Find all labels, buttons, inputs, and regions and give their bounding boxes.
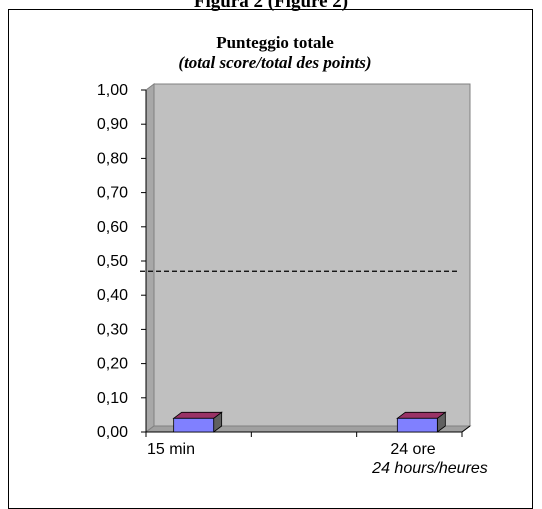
x-axis-end [461,425,471,433]
y-tick-label: 0,70 [97,185,128,202]
y-tick-label: 0,10 [97,390,128,407]
x-category-label: 24 ore [390,441,435,458]
x-category-sublabel: 24 hours/heures [371,460,488,477]
bar-top [172,411,223,419]
bar-top [396,411,447,419]
chart-title: Punteggio totale [216,33,334,52]
y-tick-label: 0,50 [97,253,128,270]
y-tick-label: 0,30 [97,321,128,338]
bar [396,417,438,433]
plot-back-wall [153,83,471,427]
bar [173,417,215,433]
y-tick-label: 0,20 [97,356,128,373]
y-tick-label: 0,00 [97,424,128,441]
y-tick-label: 0,60 [97,219,128,236]
bar-chart: Punteggio totale (total score/total des … [97,33,488,477]
plot-side-wall [145,83,155,433]
y-tick-label: 0,90 [97,116,128,133]
y-tick-label: 1,00 [97,82,128,99]
x-category-label: 15 min [147,441,195,458]
chart-subtitle: (total score/total des points) [178,53,371,72]
chart-marks: 0,00 0,10 0,20 0,30 0,40 0,50 0,60 0,70 0,80 0,90… [97,82,488,477]
y-tick-label: 0,80 [97,150,128,167]
y-tick-label: 0,40 [97,287,128,304]
